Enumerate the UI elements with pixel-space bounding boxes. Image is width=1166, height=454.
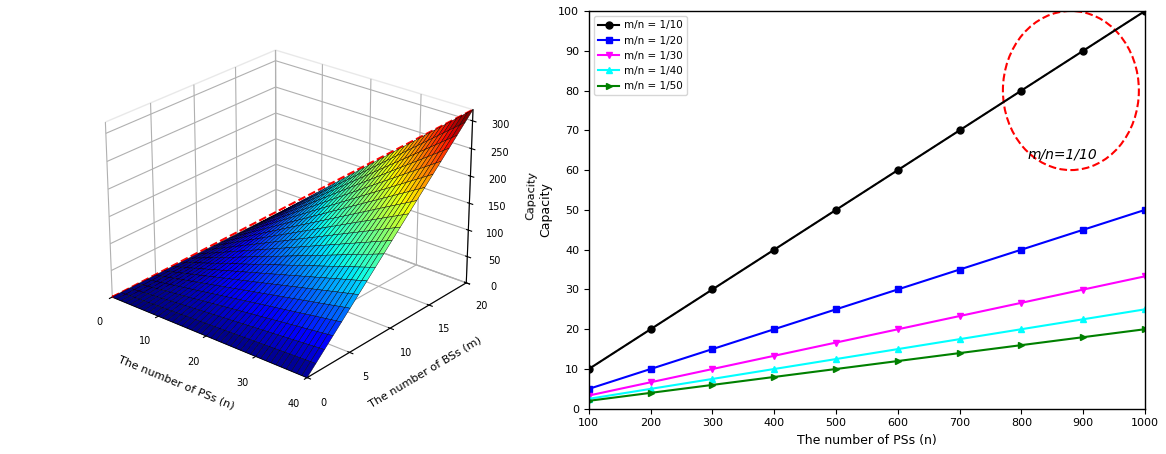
m/n = 1/10: [644, 326, 658, 332]
m/n = 1/20: [891, 287, 905, 292]
m/n = 1/10: [582, 366, 596, 372]
m/n = 1/40: [644, 386, 658, 392]
Line: m/n = 1/10: m/n = 1/10: [585, 7, 1149, 372]
m/n = 1/20: [705, 346, 719, 352]
m/n = 1/10: [1014, 88, 1028, 93]
m/n = 1/10: [767, 247, 781, 252]
m/n = 1/10: [829, 207, 843, 212]
X-axis label: The number of PSs (n): The number of PSs (n): [798, 434, 936, 447]
m/n = 1/10: [891, 168, 905, 173]
m/n = 1/50: [1076, 335, 1090, 340]
m/n = 1/20: [1076, 227, 1090, 232]
m/n = 1/40: [829, 356, 843, 362]
m/n = 1/30: [1014, 300, 1028, 306]
m/n = 1/20: [644, 366, 658, 372]
m/n = 1/30: [767, 353, 781, 359]
m/n = 1/10: [1138, 8, 1152, 14]
X-axis label: The number of PSs (n): The number of PSs (n): [117, 355, 236, 411]
Y-axis label: Capacity: Capacity: [540, 183, 553, 237]
Line: m/n = 1/40: m/n = 1/40: [585, 306, 1149, 402]
Line: m/n = 1/20: m/n = 1/20: [585, 207, 1149, 392]
m/n = 1/40: [953, 336, 967, 342]
m/n = 1/50: [705, 382, 719, 388]
m/n = 1/50: [767, 374, 781, 380]
m/n = 1/40: [1138, 306, 1152, 312]
Line: m/n = 1/50: m/n = 1/50: [585, 326, 1149, 405]
m/n = 1/40: [767, 366, 781, 372]
m/n = 1/50: [891, 358, 905, 364]
m/n = 1/20: [1014, 247, 1028, 252]
m/n = 1/30: [891, 326, 905, 332]
Line: m/n = 1/30: m/n = 1/30: [585, 273, 1149, 399]
m/n = 1/20: [953, 267, 967, 272]
m/n = 1/30: [705, 366, 719, 372]
m/n = 1/20: [829, 306, 843, 312]
m/n = 1/50: [953, 350, 967, 356]
Text: m/n=1/10: m/n=1/10: [1027, 147, 1097, 161]
m/n = 1/10: [705, 287, 719, 292]
m/n = 1/40: [1076, 316, 1090, 322]
m/n = 1/40: [891, 346, 905, 352]
m/n = 1/10: [1076, 48, 1090, 54]
m/n = 1/30: [1076, 287, 1090, 292]
m/n = 1/30: [829, 340, 843, 345]
Legend: m/n = 1/10, m/n = 1/20, m/n = 1/30, m/n = 1/40, m/n = 1/50: m/n = 1/10, m/n = 1/20, m/n = 1/30, m/n …: [593, 16, 687, 95]
m/n = 1/40: [1014, 326, 1028, 332]
m/n = 1/20: [1138, 207, 1152, 212]
m/n = 1/50: [644, 390, 658, 395]
Y-axis label: The number of BSs (m): The number of BSs (m): [367, 335, 484, 410]
m/n = 1/50: [1014, 342, 1028, 348]
m/n = 1/50: [582, 398, 596, 404]
m/n = 1/50: [1138, 326, 1152, 332]
m/n = 1/40: [582, 396, 596, 401]
m/n = 1/30: [582, 393, 596, 398]
m/n = 1/10: [953, 128, 967, 133]
m/n = 1/40: [705, 376, 719, 382]
m/n = 1/30: [953, 313, 967, 319]
m/n = 1/30: [1138, 274, 1152, 279]
m/n = 1/20: [767, 326, 781, 332]
m/n = 1/20: [582, 386, 596, 392]
m/n = 1/30: [644, 380, 658, 385]
m/n = 1/50: [829, 366, 843, 372]
